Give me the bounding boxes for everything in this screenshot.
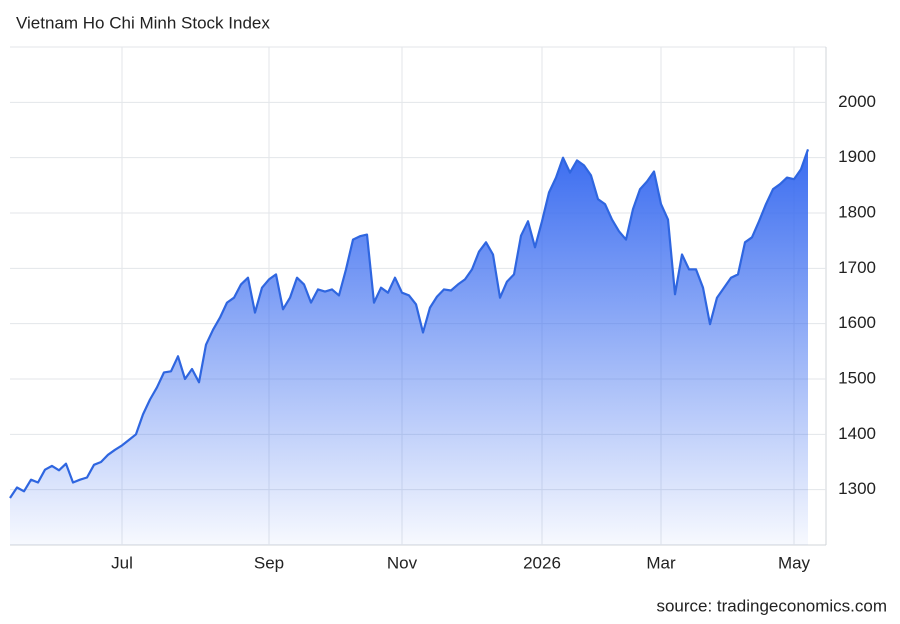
x-tick-label: May [778,553,811,572]
y-tick-label: 1900 [838,147,876,166]
area [10,149,808,545]
y-tick-label: 1800 [838,202,876,221]
y-tick-label: 1700 [838,258,876,277]
source: source: tradingeconomics.com [656,596,887,615]
x-tick-label: Sep [254,553,284,572]
x-tick-label: Jul [111,553,133,572]
y-tick-label: 1300 [838,479,876,498]
line [9,149,810,499]
x-tick-label: 2026 [523,553,561,572]
chart-title: Vietnam Ho Chi Minh Stock Index [16,13,270,32]
x-tick-label: Mar [646,553,676,572]
y-tick-label: 1600 [838,313,876,332]
y-tick-label: 1400 [838,424,876,443]
y-tick-label: 2000 [838,92,876,111]
y-tick-label: 1500 [838,368,876,387]
x-tick-label: Nov [387,553,418,572]
